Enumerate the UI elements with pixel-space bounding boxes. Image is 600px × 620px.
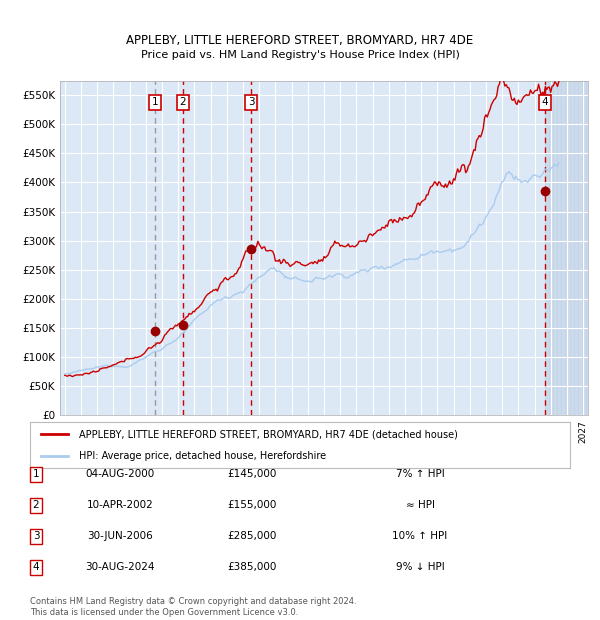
Text: 2: 2 [179, 97, 186, 107]
Text: APPLEBY, LITTLE HEREFORD STREET, BROMYARD, HR7 4DE (detached house): APPLEBY, LITTLE HEREFORD STREET, BROMYAR… [79, 429, 457, 439]
Text: 3: 3 [248, 97, 254, 107]
Text: 1: 1 [152, 97, 158, 107]
Text: £145,000: £145,000 [227, 469, 277, 479]
Text: 7% ↑ HPI: 7% ↑ HPI [395, 469, 445, 479]
Text: 10-APR-2002: 10-APR-2002 [86, 500, 154, 510]
Text: 30-AUG-2024: 30-AUG-2024 [85, 562, 155, 572]
Bar [545, 81, 591, 415]
Text: £385,000: £385,000 [227, 562, 277, 572]
Text: 4: 4 [542, 97, 548, 107]
Text: 3: 3 [32, 531, 40, 541]
Text: HPI: Average price, detached house, Herefordshire: HPI: Average price, detached house, Here… [79, 451, 326, 461]
Text: Price paid vs. HM Land Registry's House Price Index (HPI): Price paid vs. HM Land Registry's House … [140, 50, 460, 60]
Text: 30-JUN-2006: 30-JUN-2006 [87, 531, 153, 541]
Text: APPLEBY, LITTLE HEREFORD STREET, BROMYARD, HR7 4DE: APPLEBY, LITTLE HEREFORD STREET, BROMYAR… [127, 34, 473, 46]
Text: 04-AUG-2000: 04-AUG-2000 [85, 469, 155, 479]
Text: Contains HM Land Registry data © Crown copyright and database right 2024.
This d: Contains HM Land Registry data © Crown c… [30, 598, 356, 617]
Text: 2: 2 [32, 500, 40, 510]
Text: £155,000: £155,000 [227, 500, 277, 510]
Text: £285,000: £285,000 [227, 531, 277, 541]
Text: 4: 4 [32, 562, 40, 572]
Text: ≈ HPI: ≈ HPI [406, 500, 434, 510]
Text: 9% ↓ HPI: 9% ↓ HPI [395, 562, 445, 572]
Text: 10% ↑ HPI: 10% ↑ HPI [392, 531, 448, 541]
Text: 1: 1 [32, 469, 40, 479]
